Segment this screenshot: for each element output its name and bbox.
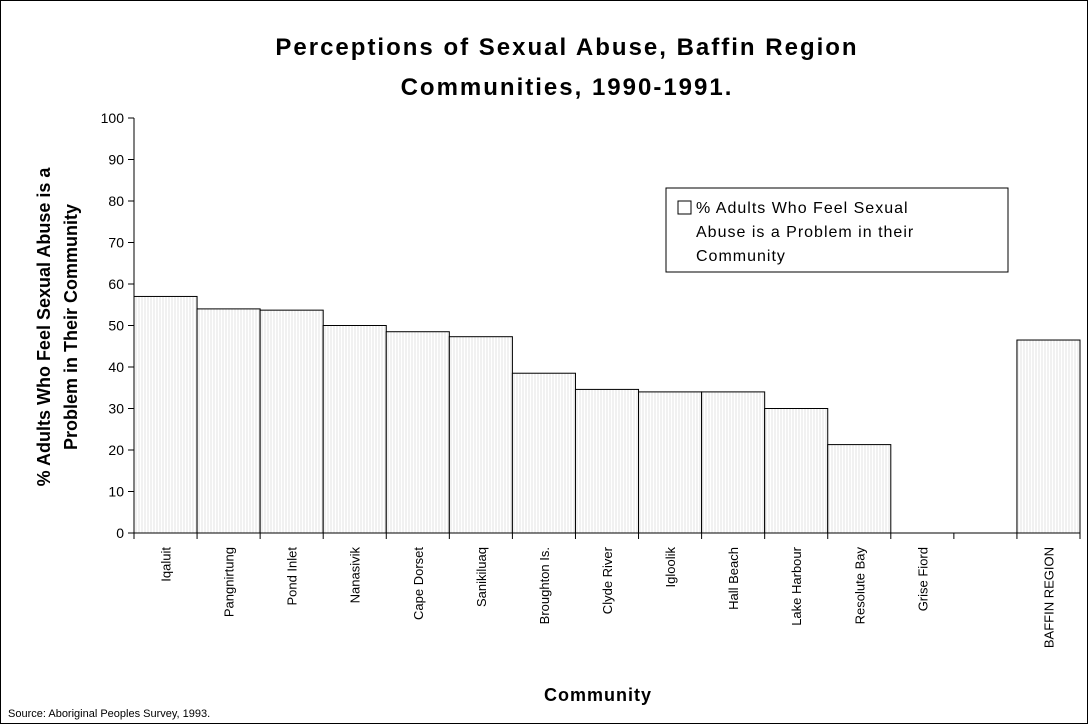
bar (764, 408, 829, 534)
y-axis-title: % Adults Who Feel Sexual Abuse is a Prob… (34, 167, 81, 487)
legend-label-line-3: Community (696, 248, 786, 265)
x-category-label: Resolute Bay (852, 547, 867, 625)
y-axis-title-line-2: Problem in Their Community (61, 204, 81, 450)
bar (133, 295, 198, 534)
x-category-label: Igloolik (663, 547, 678, 588)
y-tick-label: 80 (108, 193, 124, 209)
y-tick-label: 90 (108, 152, 124, 168)
x-category-label: Pond Inlet (285, 547, 300, 606)
bar (322, 325, 387, 534)
y-tick-label: 10 (108, 484, 124, 500)
bar (638, 391, 703, 534)
x-category-label: Broughton Is. (537, 547, 552, 624)
y-tick-label: 20 (108, 442, 124, 458)
y-axis-title-line-1: % Adults Who Feel Sexual Abuse is a (34, 167, 54, 487)
y-axis-ticks: 0 10 20 30 40 50 60 70 80 90 100 (101, 110, 134, 541)
legend-box (665, 187, 1009, 273)
x-category-label: Clyde River (600, 546, 615, 614)
legend-label-line-2: Abuse is a Problem in their (696, 224, 914, 241)
legend-label-line-1: % Adults Who Feel Sexual (696, 200, 909, 217)
bar (196, 308, 261, 534)
x-category-label: Hall Beach (726, 547, 741, 610)
x-category-label: Cape Dorset (411, 547, 426, 620)
x-axis-category-labels: Iqaluit Pangnirtung Pond Inlet Nanasivik Cap… (159, 546, 1057, 648)
y-tick-label: 70 (108, 235, 124, 251)
x-axis-title: Community (544, 685, 652, 705)
y-tick-label: 60 (108, 276, 124, 292)
bar (1016, 339, 1081, 534)
x-category-label: Lake Harbour (789, 546, 804, 625)
bar (701, 391, 766, 534)
legend: % Adults Who Feel Sexual Abuse is a Prob… (665, 187, 1009, 273)
y-tick-label: 0 (116, 525, 124, 541)
axes (133, 118, 1081, 539)
bar (385, 331, 450, 534)
x-category-label: Sanikiluaq (474, 547, 489, 607)
bar (259, 309, 324, 534)
chart-title-line-1: Perceptions of Sexual Abuse, Baffin Regi… (275, 34, 858, 61)
legend-swatch (677, 200, 692, 215)
bar (574, 388, 640, 534)
x-category-label: Iqaluit (159, 547, 174, 582)
x-category-label: BAFFIN REGION (1041, 547, 1056, 648)
bar (448, 336, 513, 534)
x-category-label: Pangnirtung (222, 547, 237, 617)
bar (511, 372, 576, 534)
x-category-label: Grise Fiord (915, 547, 930, 611)
y-tick-label: 100 (101, 110, 125, 126)
bar (827, 444, 892, 534)
source-note: Source: Aboriginal Peoples Survey, 1993. (8, 708, 210, 720)
y-tick-label: 40 (108, 359, 124, 375)
y-tick-label: 30 (108, 401, 124, 417)
bars (133, 295, 1081, 534)
chart-title-line-2: Communities, 1990-1991. (401, 74, 734, 101)
y-tick-label: 50 (108, 318, 124, 334)
x-category-label: Nanasivik (348, 547, 363, 604)
